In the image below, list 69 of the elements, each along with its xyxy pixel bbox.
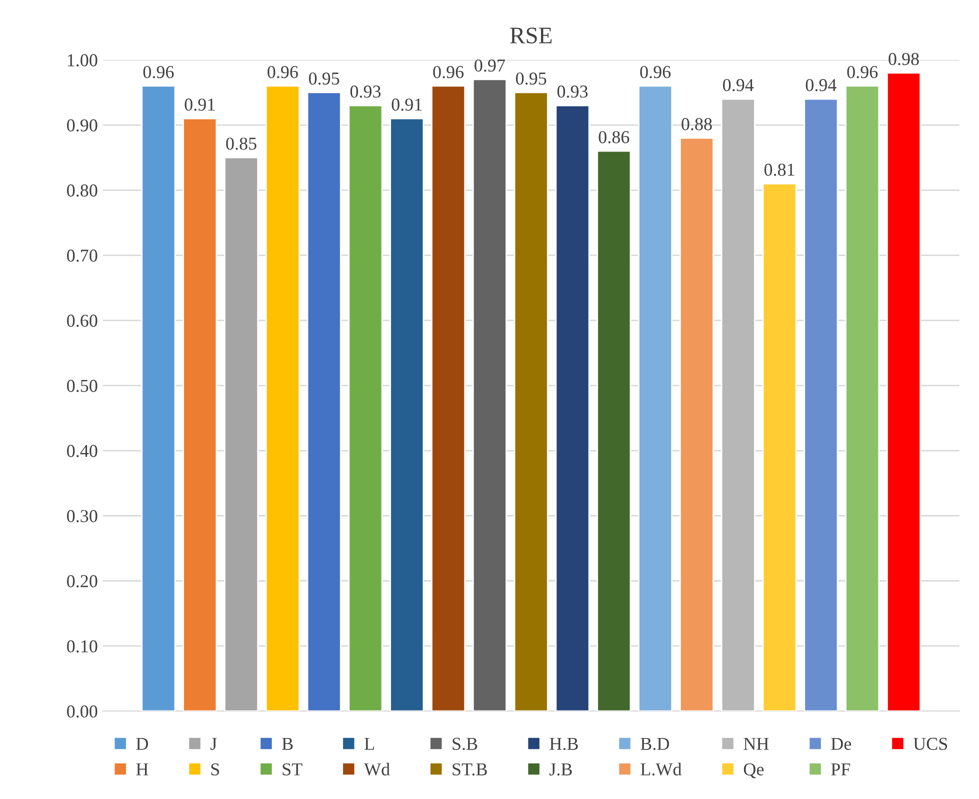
data-label: 0.96 bbox=[640, 66, 671, 78]
data-label: 0.85 bbox=[226, 138, 256, 150]
bar bbox=[348, 104, 383, 712]
legend-label: B.D bbox=[640, 738, 670, 750]
data-label: 0.93 bbox=[557, 85, 588, 98]
y-tick-label: 0.80 bbox=[67, 184, 98, 197]
bar bbox=[762, 182, 797, 712]
bar bbox=[224, 156, 259, 712]
y-tick-label: 0.70 bbox=[67, 250, 98, 262]
data-label: 0.91 bbox=[392, 98, 422, 111]
data-label: 0.81 bbox=[764, 164, 794, 176]
bar bbox=[596, 150, 632, 712]
bar bbox=[265, 85, 300, 712]
legend-label: S.B bbox=[452, 738, 478, 750]
y-tick-label: 0.30 bbox=[67, 510, 98, 522]
data-label: 0.94 bbox=[806, 78, 836, 92]
data-label: 0.94 bbox=[723, 78, 754, 92]
legend-label: S bbox=[211, 763, 220, 776]
data-label: 0.95 bbox=[308, 72, 340, 85]
data-label: 0.88 bbox=[682, 118, 712, 130]
bar bbox=[886, 72, 922, 712]
y-tick-label: 0.00 bbox=[67, 705, 98, 718]
bar bbox=[472, 78, 507, 712]
y-tick-label: 0.40 bbox=[67, 444, 98, 458]
data-label: 0.93 bbox=[350, 85, 381, 98]
bar bbox=[720, 98, 756, 712]
bar bbox=[638, 85, 673, 712]
legend-label: H bbox=[136, 763, 148, 776]
y-tick-label: 0.20 bbox=[67, 575, 98, 588]
legend-label: B bbox=[282, 738, 293, 750]
bar bbox=[679, 137, 714, 712]
legend-label: J.B bbox=[550, 763, 572, 776]
legend-label: De bbox=[831, 738, 852, 750]
legend-label: NH bbox=[744, 738, 769, 750]
bar bbox=[182, 118, 218, 712]
bar bbox=[306, 92, 342, 712]
legend-label: Qe bbox=[744, 763, 764, 778]
data-label: 0.96 bbox=[433, 66, 464, 78]
legend-label: ST bbox=[282, 763, 302, 776]
bar bbox=[804, 98, 838, 712]
data-label: 0.95 bbox=[516, 72, 546, 85]
data-label: 0.97 bbox=[474, 59, 505, 72]
y-tick-label: 0.50 bbox=[67, 380, 98, 392]
legend-label: L bbox=[364, 738, 374, 750]
bar bbox=[845, 85, 880, 712]
y-tick-label: 0.10 bbox=[67, 640, 98, 653]
y-tick-label: 0.90 bbox=[67, 119, 98, 132]
data-label: 0.96 bbox=[847, 66, 878, 78]
legend-label: L.Wd bbox=[640, 762, 682, 776]
bar bbox=[141, 85, 176, 712]
legend-label: UCS bbox=[913, 738, 948, 750]
legend-label: ST.B bbox=[452, 763, 487, 776]
data-label: 0.96 bbox=[268, 66, 298, 78]
legend-label: H.B bbox=[550, 738, 578, 750]
bar bbox=[514, 92, 548, 712]
legend-label: Wd bbox=[364, 762, 390, 776]
data-label: 0.98 bbox=[888, 52, 919, 66]
bar bbox=[431, 85, 466, 712]
legend-label: PF bbox=[831, 763, 850, 776]
data-label: 0.86 bbox=[598, 131, 630, 144]
y-tick-label: 1.00 bbox=[68, 54, 98, 66]
data-label: 0.91 bbox=[184, 98, 215, 111]
legend-label: D bbox=[136, 738, 148, 750]
bar bbox=[390, 118, 424, 712]
legend-label: J bbox=[210, 738, 217, 750]
y-tick-label: 0.60 bbox=[67, 314, 98, 327]
bar bbox=[555, 104, 590, 712]
data-label: 0.96 bbox=[143, 66, 174, 78]
chart-title: RSE bbox=[510, 28, 552, 44]
